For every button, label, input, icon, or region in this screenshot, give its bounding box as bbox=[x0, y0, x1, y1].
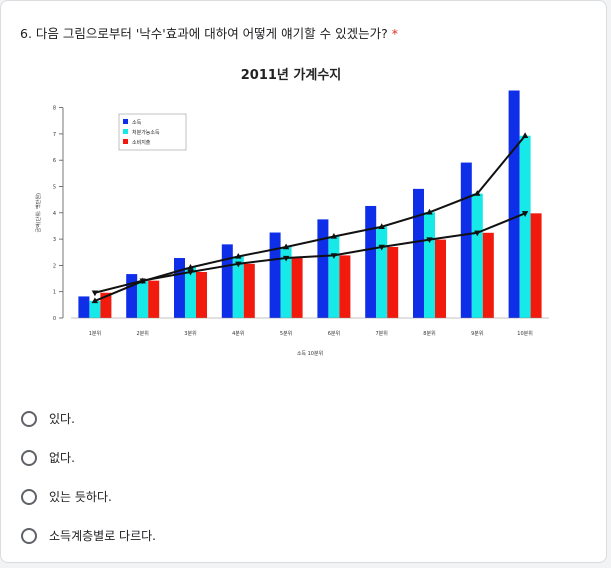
bar-1-7분위 bbox=[365, 205, 377, 318]
bar-3-4분위 bbox=[243, 263, 255, 318]
bar-1-3분위 bbox=[174, 258, 185, 318]
y-tick-label: 7 bbox=[53, 132, 56, 138]
bar-1-4분위 bbox=[221, 244, 233, 318]
bar-1-9분위 bbox=[460, 162, 472, 318]
line-소비지출 bbox=[94, 212, 526, 294]
option-label: 소득계층별로 다르다. bbox=[49, 529, 156, 543]
bar-3-10분위 bbox=[530, 213, 542, 318]
x-tick-label: 8분위 bbox=[423, 330, 435, 337]
x-tick-label: 7분위 bbox=[376, 330, 388, 337]
y-tick-label: 6 bbox=[53, 158, 56, 164]
bar-1-5분위 bbox=[269, 232, 281, 318]
line-처분가능소득 bbox=[94, 135, 526, 302]
radio-button[interactable] bbox=[21, 527, 37, 544]
y-tick-label: 8 bbox=[53, 106, 56, 112]
bar-3-6분위 bbox=[339, 255, 351, 318]
marker-처분가능소득-5분위 bbox=[282, 243, 290, 250]
marker-소비지출-5분위 bbox=[282, 255, 290, 262]
chart-image: 2011년 가계수지 0 1 2 3 4 5 6 7 8 금액(단위: 백만원) 1분위 2분위 3분위 4… bbox=[19, 56, 559, 370]
chart-title: 2011년 가계수지 bbox=[241, 68, 342, 83]
bar-3-1분위 bbox=[100, 292, 112, 318]
marker-처분가능소득-10분위 bbox=[521, 132, 529, 138]
bar-2-8분위 bbox=[424, 212, 435, 318]
legend-swatch-소득 bbox=[123, 119, 128, 124]
option-no[interactable]: 없다. bbox=[19, 438, 156, 477]
y-tick-label: 5 bbox=[53, 185, 56, 191]
bar-2-7분위 bbox=[376, 226, 388, 318]
marker-처분가능소득-4분위 bbox=[235, 252, 242, 259]
marker-처분가능소득-6분위 bbox=[330, 232, 338, 239]
legend-swatch-처분가능소득 bbox=[123, 129, 128, 134]
y-tick-label: 0 bbox=[53, 316, 56, 322]
bar-3-9분위 bbox=[482, 232, 494, 318]
radio-button[interactable] bbox=[21, 449, 37, 466]
legend-label: 처분가능소득 bbox=[132, 129, 160, 136]
bar-3-3분위 bbox=[196, 271, 207, 318]
marker-소비지출-7분위 bbox=[378, 244, 385, 251]
bar-1-10분위 bbox=[508, 90, 520, 318]
bar-1-2분위 bbox=[126, 274, 138, 318]
bar-2-5분위 bbox=[280, 246, 292, 318]
radio-button[interactable] bbox=[21, 488, 37, 505]
x-tick-label: 1분위 bbox=[89, 330, 101, 337]
option-label: 있다. bbox=[49, 412, 75, 426]
bar-2-3분위 bbox=[185, 267, 196, 318]
radio-button[interactable] bbox=[21, 410, 37, 427]
bar-1-1분위 bbox=[78, 296, 90, 318]
household-chart: 2011년 가계수지 0 1 2 3 4 5 6 7 8 금액(단위: 백만원) 1분위 2분위 3분위 4… bbox=[35, 68, 549, 357]
x-tick-label: 9분위 bbox=[471, 330, 483, 337]
question-text: 6. 다음 그림으로부터 '낙수'효과에 대하여 어떻게 얘기할 수 있겠는가? bbox=[20, 26, 388, 41]
marker-소비지출-2분위 bbox=[139, 278, 146, 285]
bar-3-8분위 bbox=[435, 239, 446, 318]
option-yes[interactable]: 있다. bbox=[19, 399, 156, 438]
marker-처분가능소득-7분위 bbox=[378, 223, 385, 229]
option-by-income-class[interactable]: 소득계층별로 다르다. bbox=[19, 516, 156, 555]
marker-처분가능소득-1분위 bbox=[91, 297, 99, 304]
bar-3-5분위 bbox=[291, 258, 303, 318]
x-axis-title: 소득 10분위 bbox=[297, 350, 323, 357]
marker-소비지출-9분위 bbox=[474, 230, 481, 237]
marker-소비지출-6분위 bbox=[330, 253, 338, 259]
marker-소비지출-3분위 bbox=[187, 269, 194, 276]
marker-소비지출-8분위 bbox=[426, 237, 433, 244]
x-tick-label: 2분위 bbox=[137, 330, 149, 337]
answer-options: 있다. 없다. 있는 듯하다. 소득계층별로 다르다. bbox=[19, 399, 156, 555]
x-tick-label: 4분위 bbox=[232, 330, 244, 337]
marker-소비지출-1분위 bbox=[91, 290, 99, 297]
bar-2-4분위 bbox=[232, 256, 244, 318]
legend-box bbox=[118, 113, 187, 151]
option-maybe[interactable]: 있는 듯하다. bbox=[19, 477, 156, 516]
x-tick-label: 3분위 bbox=[184, 330, 196, 337]
x-tick-label: 5분위 bbox=[280, 330, 292, 337]
y-tick-label: 1 bbox=[53, 290, 56, 296]
bar-1-6분위 bbox=[317, 219, 329, 318]
y-tick-label: 2 bbox=[53, 263, 56, 269]
marker-처분가능소득-8분위 bbox=[426, 208, 433, 215]
bar-3-7분위 bbox=[387, 246, 399, 318]
marker-소비지출-4분위 bbox=[235, 261, 242, 268]
legend-label: 소비지출 bbox=[132, 139, 151, 146]
bar-2-1분위 bbox=[89, 300, 101, 318]
marker-처분가능소득-9분위 bbox=[474, 190, 481, 196]
marker-소비지출-10분위 bbox=[521, 211, 529, 217]
required-asterisk: * bbox=[391, 26, 398, 41]
y-tick-label: 4 bbox=[53, 211, 56, 217]
bar-1-8분위 bbox=[413, 188, 424, 318]
legend-label: 소득 bbox=[132, 120, 142, 126]
bar-2-2분위 bbox=[137, 281, 149, 318]
bar-2-6분위 bbox=[328, 236, 340, 318]
option-label: 있는 듯하다. bbox=[49, 490, 112, 504]
bar-2-9분위 bbox=[471, 193, 483, 318]
question-title: 6. 다음 그림으로부터 '낙수'효과에 대하여 어떻게 얘기할 수 있겠는가?… bbox=[20, 23, 398, 42]
bar-3-2분위 bbox=[148, 280, 160, 318]
legend-swatch-소비지출 bbox=[123, 139, 128, 144]
option-label: 없다. bbox=[49, 451, 75, 465]
bar-2-10분위 bbox=[519, 135, 531, 318]
y-tick-label: 3 bbox=[53, 237, 56, 243]
x-tick-label: 6분위 bbox=[328, 330, 340, 337]
x-tick-label: 10분위 bbox=[517, 330, 533, 337]
marker-처분가능소득-3분위 bbox=[187, 264, 194, 270]
y-axis-title: 금액(단위: 백만원) bbox=[35, 193, 42, 232]
